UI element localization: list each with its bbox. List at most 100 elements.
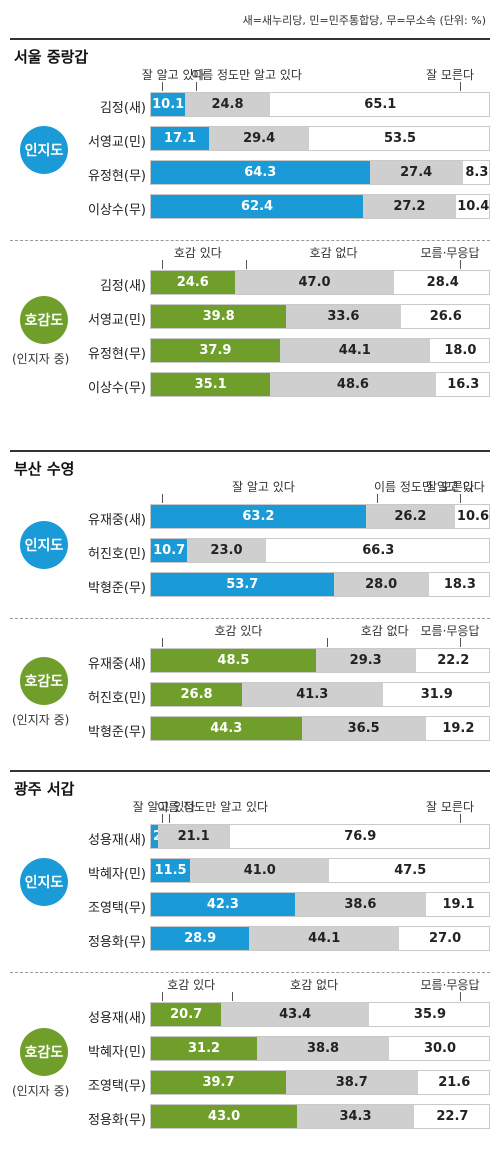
bar-segment: 65.1 xyxy=(364,97,397,112)
bar-segment: 35.9 xyxy=(413,1007,446,1022)
bar-segment: 33.6 xyxy=(286,305,401,328)
bar-segment: 22.7 xyxy=(436,1109,469,1124)
candidate-label: 김정(새) xyxy=(99,101,146,116)
bar-segment: 53.7 xyxy=(151,573,334,596)
bar-segment: 41.0 xyxy=(190,859,330,882)
bar-segment: 10.4 xyxy=(457,199,490,214)
bar-segment: 53.5 xyxy=(384,131,417,146)
bar-segment: 19.2 xyxy=(442,721,475,736)
candidate-label: 이상수(무) xyxy=(88,203,146,218)
candidate-label: 박혜자(민) xyxy=(88,1045,146,1060)
candidate-label: 허진호(민) xyxy=(88,547,146,562)
bar-segment: 28.4 xyxy=(426,275,459,290)
bar-segment: 64.3 xyxy=(151,161,370,184)
stacked-bar: 24.6 47.0 28.4 xyxy=(150,270,490,295)
stacked-bar: 10.7 23.0 66.3 xyxy=(150,538,490,563)
bar-segment: 39.7 xyxy=(151,1071,286,1094)
category-label: 모름·무응답 xyxy=(420,978,480,992)
bar-segment: 18.0 xyxy=(444,343,477,358)
block-divider xyxy=(10,618,490,619)
category-tick xyxy=(460,494,461,503)
category-tick xyxy=(196,82,198,91)
bar-segment: 10.7 xyxy=(151,539,188,562)
bar-segment: 47.5 xyxy=(394,863,427,878)
stacked-bar: 53.7 28.0 18.3 xyxy=(150,572,490,597)
bar-segment: 11.5 xyxy=(151,859,191,882)
block-divider xyxy=(10,972,490,973)
category-label: 모름·무응답 xyxy=(420,624,480,638)
bar-segment: 17.1 xyxy=(151,127,210,150)
category-tick xyxy=(460,260,461,269)
region-title: 서울 중랑갑 xyxy=(14,48,89,66)
category-tick xyxy=(460,992,461,1001)
bar-segment: 23.0 xyxy=(187,539,266,562)
category-label: 잘 모른다 xyxy=(426,480,474,494)
bar-segment: 37.9 xyxy=(151,339,280,362)
bar-segment: 47.0 xyxy=(234,271,395,294)
bar-segment: 29.4 xyxy=(209,127,310,150)
bar-segment: 24.8 xyxy=(185,93,270,116)
bar-segment: 38.7 xyxy=(285,1071,418,1094)
candidate-label: 허진호(민) xyxy=(88,691,146,706)
awareness-badge: 인지도 xyxy=(20,126,68,174)
favorability-badge: 호감도 xyxy=(20,296,68,344)
bar-segment: 26.2 xyxy=(365,505,455,528)
bar-segment: 66.3 xyxy=(362,543,395,558)
category-tick xyxy=(162,494,163,503)
bar-segment: 19.1 xyxy=(442,897,475,912)
bar-segment: 31.9 xyxy=(420,687,453,702)
stacked-bar: 39.8 33.6 26.6 xyxy=(150,304,490,329)
bar-segment: 22.2 xyxy=(437,653,470,668)
bar-segment: 29.3 xyxy=(315,649,416,672)
candidate-label: 조영택(무) xyxy=(88,1079,146,1094)
category-tick xyxy=(162,638,163,647)
favorability-badge: 호감도 xyxy=(20,1028,68,1076)
category-label: 호감 없다 xyxy=(309,246,358,260)
favorability-badge: 호감도 xyxy=(20,657,68,705)
candidate-label: 김정(새) xyxy=(99,279,146,294)
category-label: 호감 없다 xyxy=(360,624,409,638)
stacked-bar: 39.7 38.7 21.6 xyxy=(150,1070,490,1095)
region-divider xyxy=(10,450,490,452)
bar-segment: 41.3 xyxy=(242,683,383,706)
bar-segment: 44.1 xyxy=(279,339,430,362)
bar-segment: 8.3 xyxy=(465,165,489,180)
category-label: 잘 모른다 xyxy=(426,68,474,82)
category-tick xyxy=(460,814,461,823)
bar-segment: 44.1 xyxy=(249,927,400,950)
bar-segment: 20.7 xyxy=(151,1003,222,1026)
category-label: 호감 있다 xyxy=(173,246,222,260)
stacked-bar: 11.5 41.0 47.5 xyxy=(150,858,490,883)
candidate-label: 유정현(무) xyxy=(88,347,146,362)
stacked-bar: 2.021.176.9 xyxy=(150,824,490,849)
bar-segment: 62.4 xyxy=(151,195,364,218)
bar-segment: 10.6 xyxy=(456,509,489,524)
bar-segment: 48.6 xyxy=(270,373,436,396)
awareness-badge: 인지도 xyxy=(20,521,68,569)
stacked-bar: 43.0 34.3 22.7 xyxy=(150,1104,490,1129)
stacked-bar: 10.1 24.8 65.1 xyxy=(150,92,490,117)
category-tick xyxy=(162,82,163,91)
bar-segment: 18.3 xyxy=(443,577,476,592)
bar-segment: 31.2 xyxy=(151,1037,258,1060)
category-tick xyxy=(460,638,461,647)
bar-segment: 43.4 xyxy=(221,1003,369,1026)
category-label: 이름 정도만 알고 있다 xyxy=(191,68,302,82)
stacked-bar: 42.3 38.6 19.1 xyxy=(150,892,490,917)
candidate-label: 정용화(무) xyxy=(88,1113,146,1128)
awareness-badge: 인지도 xyxy=(20,858,68,906)
bar-segment: 39.8 xyxy=(151,305,287,328)
stacked-bar: 17.1 29.4 53.5 xyxy=(150,126,490,151)
category-label: 이름 정도만 알고 있다 xyxy=(374,480,485,494)
bar-segment: 16.3 xyxy=(447,377,480,392)
candidate-label: 서영교(민) xyxy=(88,135,146,150)
bar-segment: 26.6 xyxy=(429,309,462,324)
stacked-bar: 63.2 26.2 10.6 xyxy=(150,504,490,529)
category-tick xyxy=(162,260,163,269)
bar-segment: 38.8 xyxy=(257,1037,389,1060)
bar-segment: 27.4 xyxy=(369,161,463,184)
bar-segment: 30.0 xyxy=(423,1041,457,1056)
region-title: 광주 서갑 xyxy=(14,780,75,798)
category-label: 잘 알고 있다 xyxy=(232,480,295,494)
